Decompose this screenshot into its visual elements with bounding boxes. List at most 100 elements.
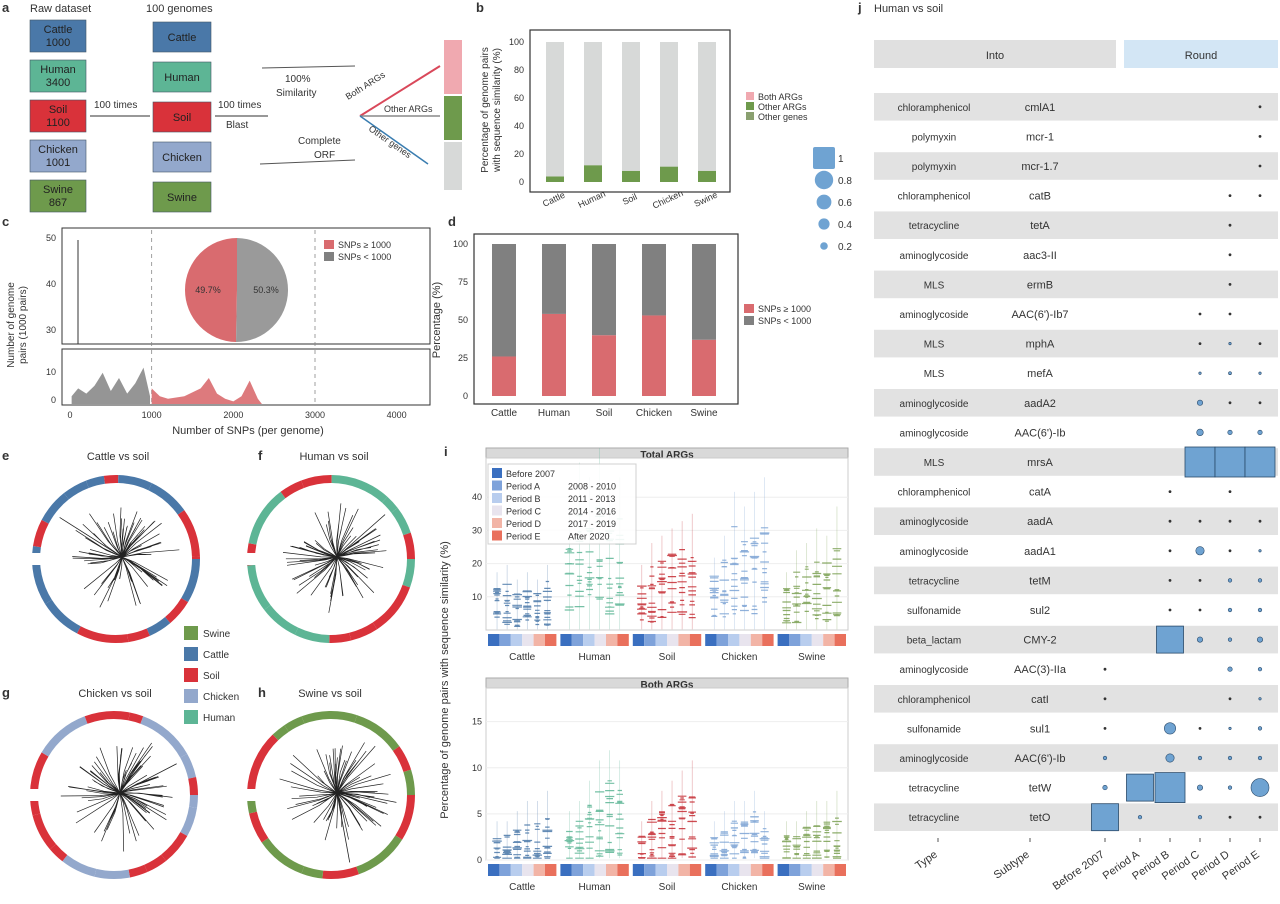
raw-dataset-header: Raw dataset xyxy=(30,3,91,15)
ring-segment xyxy=(294,627,330,643)
y-tick-label: 75 xyxy=(458,277,468,287)
column-label: Before 2007 xyxy=(1051,849,1107,893)
row-type-label: aminoglycoside xyxy=(900,754,969,765)
ring-segment xyxy=(280,480,305,499)
row-subtype-label: catA xyxy=(1029,487,1052,499)
row-subtype-label: ermB xyxy=(1027,279,1053,291)
value-circle xyxy=(1102,755,1108,761)
y-tick-label: 80 xyxy=(514,65,524,75)
panel-c-ylabel-1: Number of genome xyxy=(6,282,17,368)
x-tick-label: Soil xyxy=(659,652,676,663)
period-range: After 2020 xyxy=(568,532,610,542)
genome-box xyxy=(152,141,212,173)
arrow1-label: 100 times xyxy=(94,100,137,111)
tree-panel-letter: g xyxy=(2,685,10,700)
row-subtype-label: AAC(6')-Ib7 xyxy=(1011,309,1068,321)
x-tick-label: Chicken xyxy=(721,882,757,893)
ring-segment xyxy=(329,632,352,643)
genomes-header: 100 genomes xyxy=(146,3,213,15)
raw-box-count: 867 xyxy=(49,197,67,209)
value-circle xyxy=(1227,607,1233,613)
row-band xyxy=(874,507,1278,535)
x-tick-label: 0 xyxy=(67,410,72,420)
x-tick-label: Soil xyxy=(596,408,613,419)
ring-segment xyxy=(395,794,415,840)
tree-legend: Swine Cattle Soil Chicken Human xyxy=(184,626,239,724)
value-circle xyxy=(1250,778,1270,797)
genome-box xyxy=(152,101,212,133)
ring-segment xyxy=(32,813,57,850)
period-band xyxy=(678,864,690,876)
ring-segment xyxy=(128,864,148,878)
ring-segment xyxy=(247,564,271,610)
value-dot xyxy=(1198,608,1202,612)
period-band xyxy=(533,634,545,646)
row-subtype-label: tetM xyxy=(1029,575,1050,587)
value-circle xyxy=(1197,815,1203,820)
panel-c-bottom-frame xyxy=(61,348,431,406)
bar-segment xyxy=(692,244,716,340)
period-band xyxy=(632,634,645,646)
ring-segment xyxy=(164,597,189,624)
period-band xyxy=(510,864,523,876)
ring-segment xyxy=(189,794,198,808)
legend-swatch xyxy=(746,112,754,120)
tree-branches xyxy=(60,742,173,852)
bar-segment xyxy=(546,176,564,182)
period-band xyxy=(739,864,751,876)
panel-j: j Human vs soil Into Round 1 0.8 0.6 0.4 0.2… xyxy=(813,0,1278,893)
value-dot xyxy=(1228,401,1232,405)
x-tick-label: Human xyxy=(538,408,570,419)
bar-segment xyxy=(492,356,516,396)
row-subtype-label: mcr-1.7 xyxy=(1021,161,1058,173)
panel-b-letter: b xyxy=(476,0,484,15)
x-tick-label: Soil xyxy=(621,192,639,207)
ring-segment xyxy=(41,493,69,524)
row-subtype-label: aadA xyxy=(1027,516,1053,528)
period-band xyxy=(522,864,534,876)
value-dot xyxy=(1103,697,1107,701)
period-band xyxy=(823,634,835,646)
y-tick-label: 30 xyxy=(472,525,482,535)
row-type-label: chloramphenicol xyxy=(898,103,971,114)
genome-box-label: Human xyxy=(164,72,199,84)
period-band xyxy=(705,864,717,876)
row-band xyxy=(874,329,1278,358)
raw-box xyxy=(29,59,87,93)
period-range: 2017 - 2019 xyxy=(568,519,616,529)
facet-title: Both ARGs xyxy=(641,680,694,691)
legend-label: Other ARGs xyxy=(758,102,807,112)
facet-title: Total ARGs xyxy=(640,450,694,461)
period-band xyxy=(560,864,572,876)
ring-segment xyxy=(354,715,400,752)
y-tick-label: 0 xyxy=(519,177,524,187)
period-band xyxy=(617,634,629,646)
value-dot xyxy=(1198,579,1202,582)
ring-segment xyxy=(301,475,332,489)
panel-i-ylabel: Percentage of genome pairs with sequence… xyxy=(439,541,451,819)
value-circle xyxy=(1227,755,1233,761)
period-label: Period E xyxy=(506,532,541,542)
panel-d-legend: SNPs ≥ 1000 SNPs < 1000 xyxy=(744,304,811,326)
branch-both: Both ARGs xyxy=(344,69,387,101)
legend-swatch xyxy=(324,240,334,249)
y-tick-label: 100 xyxy=(453,239,468,249)
value-dot xyxy=(1258,135,1262,138)
x-tick-label: Swine xyxy=(798,882,826,893)
pie-slice xyxy=(185,238,237,342)
panel-c-letter: c xyxy=(2,214,9,229)
orf-label: ORF xyxy=(314,150,335,161)
value-circle xyxy=(1228,371,1232,376)
period-band xyxy=(667,634,679,646)
value-circle xyxy=(1227,666,1233,672)
row-band xyxy=(874,152,1278,180)
legend-swatch xyxy=(746,92,754,100)
row-type-label: tetracycline xyxy=(909,813,960,824)
period-label: Period B xyxy=(506,494,541,504)
y-tick-label: 10 xyxy=(46,367,56,377)
header-left-label: Into xyxy=(986,50,1004,62)
tree-panel-letter: h xyxy=(258,685,266,700)
genome-box-label: Chicken xyxy=(162,152,202,164)
legend-swatch xyxy=(184,647,198,661)
